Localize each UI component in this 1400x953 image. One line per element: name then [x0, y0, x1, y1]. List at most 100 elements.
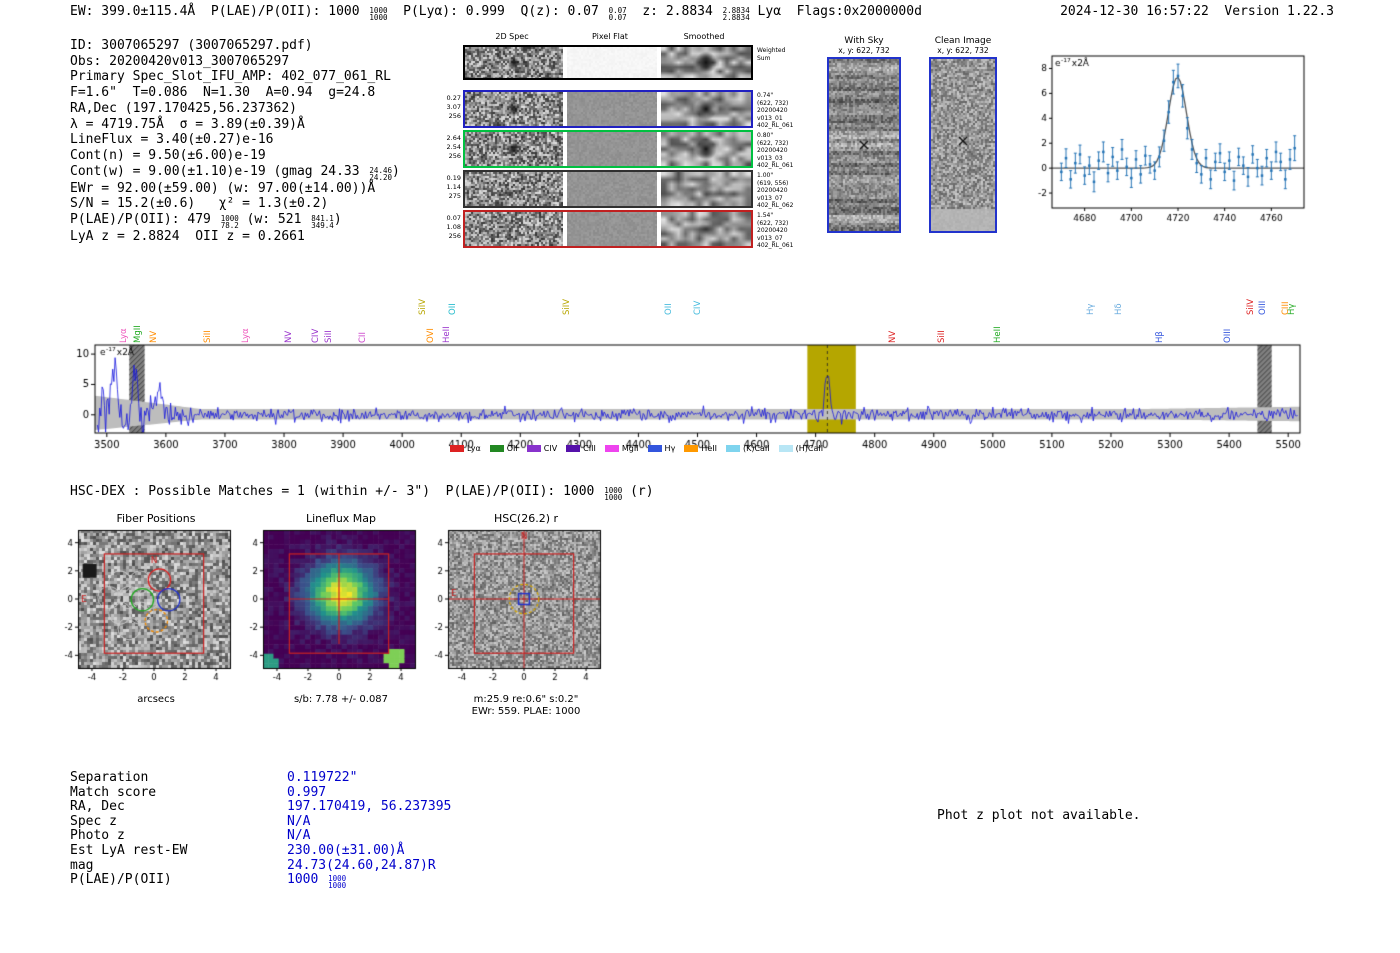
- clean-image: [929, 57, 997, 233]
- spectral-line-label: SiIV: [1245, 298, 1256, 315]
- match-label: Spec z: [70, 813, 117, 829]
- match-value: 1000 1000 1000: [287, 872, 347, 891]
- legend-label: Lyα: [467, 444, 481, 453]
- spec2d-row-scale: 2.64 2.54 256: [446, 134, 461, 160]
- info-line: EWr = 92.00(±59.00) (w: 97.00(±14.00))Å: [70, 180, 376, 196]
- legend-label: CIII: [583, 444, 596, 453]
- smoothed-image: [661, 47, 751, 78]
- spec2d-col-header-2dspec: 2D Spec: [495, 32, 529, 41]
- spec2d-image: [465, 132, 563, 166]
- spec2d-image: [465, 172, 563, 206]
- legend-swatch: [684, 445, 699, 452]
- spec2d-row-annotation: 0.80" (622, 732) 20200420 v013_03 402_RL_061: [757, 132, 794, 169]
- spectral-line-label: SiIV: [417, 298, 428, 315]
- legend-swatch: [489, 445, 504, 452]
- legend-swatch: [725, 445, 740, 452]
- info-line: Obs: 20200420v013_3007065297: [70, 53, 290, 69]
- legend-label: (H)CaII: [795, 444, 824, 453]
- spec2d-col-header-smoothed: Smoothed: [683, 32, 725, 41]
- with-sky-image: [827, 57, 901, 233]
- smoothed-image: [661, 212, 751, 246]
- legend-label: MgII: [621, 444, 639, 453]
- clean-image-xy: x, y: 622, 732: [937, 46, 989, 55]
- match-row: Match score 0.997: [70, 785, 451, 800]
- header-summary: EW: 399.0±115.4Å P(LAE)/P(OII): 1000 100…: [70, 4, 922, 22]
- lineflux-map-image: [233, 526, 423, 690]
- hsc-match-summary: HSC-DEX : Possible Matches = 1 (within +…: [70, 484, 654, 502]
- stacked-fraction: 1000 1000: [604, 486, 623, 502]
- match-label: mag: [70, 857, 94, 873]
- match-row: RA, Dec 197.170419, 56.237395: [70, 799, 451, 814]
- match-label: P(LAE)/P(OII): [70, 872, 172, 888]
- info-line: RA,Dec (197.170425,56.237362): [70, 100, 297, 116]
- smoothed-image: [661, 92, 751, 126]
- detection-info-block: ID: 3007065297 (3007065297.pdf) Obs: 2020…: [70, 38, 400, 245]
- legend-label: CIV: [543, 444, 558, 453]
- fiber-positions-title: Fiber Positions: [116, 512, 196, 525]
- info-line: LineFlux = 3.40(±0.27)e-16: [70, 132, 274, 148]
- lineflux-caption: s/b: 7.78 +/- 0.087: [293, 694, 389, 705]
- legend-item: HeII: [684, 444, 717, 453]
- smoothed-image: [661, 172, 751, 206]
- spectral-line-label: OII: [448, 303, 459, 315]
- spec2d-image: [465, 212, 563, 246]
- fiber-positions-image: [48, 526, 238, 690]
- stacked-fraction: 1000 1000: [328, 874, 347, 891]
- stacked-fraction: 0.07 0.07: [608, 6, 627, 22]
- match-value: N/A: [287, 828, 311, 844]
- clean-image-title: Clean Image: [934, 36, 992, 46]
- match-label: Photo z: [70, 828, 125, 844]
- info-line: F=1.6" T=0.086 N=1.30 A=0.94 g=24.8: [70, 85, 376, 101]
- match-value: 230.00(±31.00)Å: [287, 842, 405, 858]
- with-sky-xy: x, y: 622, 732: [838, 46, 890, 55]
- pixel-flat-image: [567, 92, 657, 126]
- match-value: 0.119722": [287, 770, 358, 785]
- match-label: Match score: [70, 784, 157, 800]
- spec2d-row-annotation: 1.54" (622, 732) 20200420 v013_07 402_RL_061: [757, 212, 794, 249]
- info-line: LyA z = 2.8824 OII z = 0.2661: [70, 229, 305, 245]
- spec2d-row: [463, 130, 753, 168]
- pixel-flat-image: [567, 132, 657, 166]
- legend-item: MgII: [604, 444, 639, 453]
- spec2d-row-annotation: 1.00" (619, 556) 20200420 v013_07 402_RL_062: [757, 172, 794, 209]
- spec2d-row-annotation: 0.74" (622, 732) 20200420 v013_01 402_RL_061: [757, 92, 794, 129]
- clean-image-stamp: Clean Image x, y: 622, 732: [928, 36, 998, 233]
- with-sky-stamp: With Sky x, y: 622, 732: [826, 36, 902, 233]
- fiber-xlabel: arcsecs: [137, 694, 175, 705]
- info-line: ID: 3007065297 (3007065297.pdf): [70, 38, 313, 53]
- spec2d-col-header-pixelflat: Pixel Flat: [592, 32, 628, 41]
- info-line: Cont(w) = 9.00(±1.10)e-19 (gmag 24.33 24…: [70, 163, 400, 182]
- pixel-flat-image: [567, 47, 657, 78]
- stacked-fraction: 2.8834 2.8834: [722, 6, 750, 22]
- pixel-flat-image: [567, 212, 657, 246]
- legend-swatch: [566, 445, 581, 452]
- info-line: S/N = 15.2(±0.6) χ² = 1.3(±0.2): [70, 196, 329, 212]
- legend-swatch: [778, 445, 793, 452]
- stacked-fraction: 1000 78.2: [220, 214, 239, 231]
- spec2d-row: [463, 210, 753, 248]
- spectral-line-label: CIV: [692, 300, 703, 315]
- info-line: Primary Spec_Slot_IFU_AMP: 402_077_061_R…: [70, 69, 391, 85]
- match-table: Separation 0.119722" Match score 0.997 RA, D…: [70, 770, 451, 891]
- with-sky-title: With Sky: [844, 36, 884, 46]
- spec2d-row: [463, 90, 753, 128]
- legend-swatch: [526, 445, 541, 452]
- legend-item: CIV: [526, 444, 558, 453]
- spectral-line-label: Hδ: [1113, 303, 1124, 315]
- spectral-line-label: Hγ: [1086, 303, 1097, 315]
- info-line: Cont(n) = 9.50(±6.00)e-19: [70, 147, 266, 163]
- legend-swatch: [647, 445, 662, 452]
- weighted-sum-label: Weighted Sum: [757, 47, 786, 62]
- match-label: Separation: [70, 770, 149, 785]
- spectral-line-label: SiIV: [561, 298, 572, 315]
- match-value: N/A: [287, 813, 311, 829]
- info-line: λ = 4719.75Å σ = 3.89(±0.39)Å: [70, 116, 305, 132]
- smoothed-image: [661, 132, 751, 166]
- hsc-caption-morphology: m:25.9 re:0.6" s:0.2": [473, 694, 579, 705]
- stacked-fraction: 24.46 24.20: [369, 165, 392, 182]
- match-label: RA, Dec: [70, 799, 125, 815]
- legend-label: OII: [506, 444, 518, 453]
- stacked-fraction: 841.1 349.4: [311, 214, 334, 231]
- legend-label: Hγ: [664, 444, 676, 453]
